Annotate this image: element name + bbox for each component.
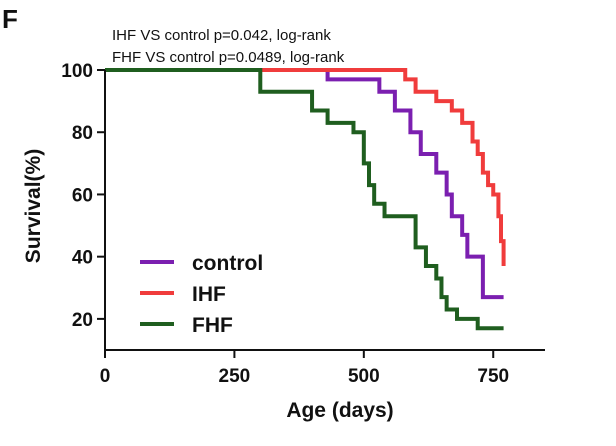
x-tick-label: 250 [219, 366, 251, 387]
x-tick-label: 0 [100, 366, 111, 387]
legend: control IHF FHF [140, 252, 263, 337]
annotation-fhf-vs-control: FHF VS control p=0.0489, log-rank [112, 49, 345, 66]
plot-area [105, 68, 506, 331]
axes: 20 40 60 80 100 0 250 500 750 [61, 61, 545, 387]
y-tick-label: 40 [72, 248, 93, 269]
y-tick-label: 80 [72, 123, 93, 144]
x-tick-label: 500 [348, 366, 380, 387]
legend-label-ihf: IHF [192, 283, 226, 306]
y-axis-label: Survival(%) [22, 149, 45, 263]
annotation-ihf-vs-control: IHF VS control p=0.042, log-rank [112, 27, 331, 44]
legend-label-control: control [192, 252, 263, 275]
y-tick-label: 20 [72, 310, 93, 331]
x-axis-label: Age (days) [286, 399, 393, 422]
y-tick-label: 60 [72, 185, 93, 206]
panel-label: F [2, 4, 18, 34]
y-tick-label: 100 [61, 61, 93, 82]
series-line-control [105, 68, 504, 300]
series-line-ihf [105, 68, 506, 266]
series-line-fhf [105, 68, 504, 331]
x-tick-label: 750 [477, 366, 509, 387]
legend-label-fhf: FHF [192, 314, 233, 337]
